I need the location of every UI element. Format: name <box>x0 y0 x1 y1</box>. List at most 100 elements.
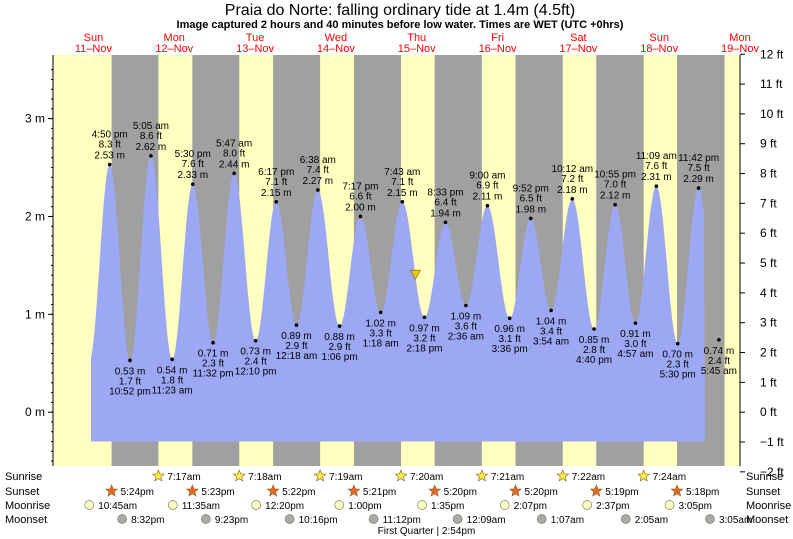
right-tick-label: 6 ft <box>760 226 777 240</box>
moonrise-time: 3:05pm <box>679 501 712 512</box>
sunrise-time: 7:24am <box>653 472 686 483</box>
low-ft-label: 3.1 ft <box>499 334 521 345</box>
low-ft-label: 3.3 ft <box>370 328 392 339</box>
low-m-label: 0.73 m <box>240 347 271 358</box>
sunset-time: 5:21pm <box>363 487 396 498</box>
moonrise-time: 1:35pm <box>431 501 464 512</box>
low-m-label: 0.54 m <box>157 365 188 376</box>
astro-row-label-left: Sunrise <box>5 471 42 483</box>
chart-title: Praia do Norte: falling ordinary tide at… <box>225 2 575 19</box>
day-name: Wed <box>325 32 347 44</box>
moonset-time: 12:09am <box>467 515 506 526</box>
sunrise-icon <box>151 469 165 482</box>
day-date: 14–Nov <box>317 43 355 55</box>
low-ft-label: 3.4 ft <box>540 326 562 337</box>
day-name: Fri <box>491 32 504 44</box>
high-time-label: 7:43 am <box>384 167 420 178</box>
day-name: Sun <box>84 32 104 44</box>
low-m-label: 0.91 m <box>620 329 651 340</box>
day-date: 11–Nov <box>75 43 113 55</box>
astro-row-label-right: Sunset <box>746 486 780 498</box>
day-name: Mon <box>164 32 185 44</box>
low-ft-label: 2.3 ft <box>202 359 224 370</box>
sunrise-icon <box>394 469 408 482</box>
moonset-icon <box>620 514 631 524</box>
moonrise-time: 12:20pm <box>265 501 304 512</box>
low-m-label: 0.74 m <box>704 346 735 357</box>
low-ft-label: 1.7 ft <box>119 376 141 387</box>
moonrise-time: 2:37pm <box>596 501 629 512</box>
low-time-label: 5:30 pm <box>660 370 696 381</box>
low-ft-label: 2.9 ft <box>328 342 350 353</box>
tide-point <box>717 337 721 342</box>
low-time-label: 2:36 am <box>448 332 484 343</box>
tide-point <box>170 357 174 362</box>
low-time-label: 11:23 am <box>152 385 193 396</box>
sunset-time: 5:24pm <box>121 487 154 498</box>
astro-row-label-left: Moonset <box>5 514 47 526</box>
high-m-label: 2.18 m <box>557 185 588 196</box>
moonrise-icon <box>499 500 510 510</box>
high-ft-label: 8.3 ft <box>99 140 121 151</box>
right-tick-label: 1 ft <box>760 375 777 389</box>
tide-point <box>211 340 215 345</box>
sunset-icon <box>347 484 361 497</box>
sunset-time: 5:23pm <box>201 487 234 498</box>
sunset-time: 5:18pm <box>686 487 719 498</box>
astro-row-label-right: Moonrise <box>746 500 791 512</box>
tide-point <box>253 338 258 343</box>
current-level-marker <box>409 269 421 280</box>
left-tick-label: 3 m <box>25 112 45 126</box>
high-ft-label: 7.6 ft <box>645 161 667 172</box>
high-m-label: 2.12 m <box>600 191 631 202</box>
chart-subtitle: Image captured 2 hours and 40 minutes be… <box>177 19 624 31</box>
tide-point <box>675 341 680 346</box>
low-m-label: 0.85 m <box>579 335 610 346</box>
day-name: Tue <box>246 32 265 44</box>
high-m-label: 2.33 m <box>177 170 208 181</box>
tide-point <box>400 199 405 204</box>
moonset-icon <box>536 514 547 524</box>
moonrise-time: 10:45am <box>98 501 137 512</box>
moonrise-time: 1:00pm <box>348 501 381 512</box>
moonrise-time: 2:07pm <box>514 501 547 512</box>
high-m-label: 2.62 m <box>136 142 167 153</box>
left-tick-label: 0 m <box>25 405 45 419</box>
high-time-label: 7:17 pm <box>342 181 378 192</box>
moonset-icon <box>452 514 463 524</box>
low-m-label: 1.02 m <box>365 318 396 329</box>
low-time-label: 10:52 pm <box>109 386 151 397</box>
high-ft-label: 7.0 ft <box>604 180 626 191</box>
tide-point <box>358 214 363 219</box>
moonset-time: 3:05am <box>719 515 752 526</box>
right-tick-label: 3 ft <box>760 316 777 330</box>
sunset-time: 5:20pm <box>524 487 557 498</box>
sunrise-icon <box>556 469 570 482</box>
sunset-time: 5:22pm <box>282 487 315 498</box>
sunrise-icon <box>232 469 246 482</box>
tide-point <box>107 162 112 167</box>
high-ft-label: 6.6 ft <box>349 191 371 202</box>
high-ft-label: 6.4 ft <box>434 197 456 208</box>
sunset-icon <box>670 484 684 497</box>
day-date: 12–Nov <box>155 43 193 55</box>
high-m-label: 2.11 m <box>473 192 503 203</box>
low-ft-label: 2.4 ft <box>708 356 730 367</box>
sunset-time: 5:19pm <box>605 487 638 498</box>
sunset-icon <box>105 484 119 497</box>
high-m-label: 2.44 m <box>219 159 250 170</box>
high-ft-label: 7.1 ft <box>265 177 287 188</box>
sunrise-time: 7:18am <box>248 472 281 483</box>
low-ft-label: 3.6 ft <box>455 322 477 333</box>
tide-point <box>232 171 236 176</box>
high-m-label: 1.94 m <box>430 208 461 219</box>
high-time-label: 5:47 am <box>216 138 252 149</box>
moonset-time: 10:16pm <box>299 515 338 526</box>
low-time-label: 5:45 am <box>701 366 737 377</box>
moonrise-icon <box>167 500 178 510</box>
sunrise-time: 7:22am <box>572 472 605 483</box>
low-m-label: 1.04 m <box>536 316 567 327</box>
moonrise-icon <box>417 500 427 510</box>
astro-row-label-right: Sunrise <box>746 471 783 483</box>
day-date: 13–Nov <box>236 43 274 55</box>
